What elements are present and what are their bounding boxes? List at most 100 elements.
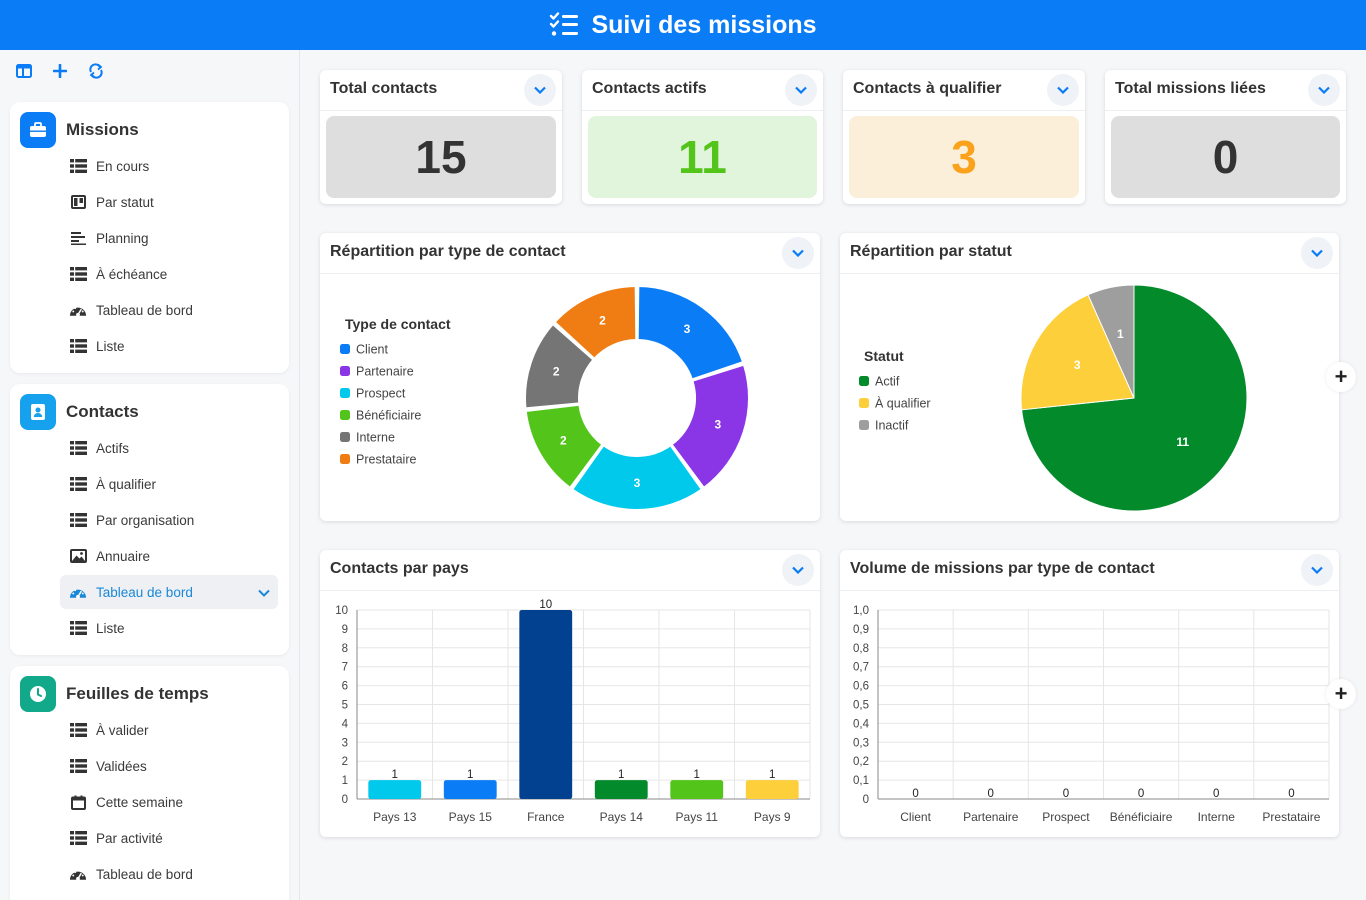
y-tick-label: 2 <box>342 756 348 768</box>
chevron-down-icon <box>1311 566 1323 574</box>
bar-chart: 0 1 2 3 4 5 6 7 8 9 10 1 Pays 13 1 Pays 15 10 France 1 Pay… <box>335 599 811 824</box>
app-title: Suivi des missions <box>591 10 817 39</box>
sidebar-item-label: Liste <box>96 338 125 354</box>
sidebar-item-label: Tableau de bord <box>96 584 193 600</box>
calendar-icon <box>69 795 87 810</box>
kpi-title: Total contacts <box>330 80 438 97</box>
sidebar-item-annuaire[interactable]: Annuaire <box>60 539 278 573</box>
sidebar-item-validees[interactable]: Validées <box>60 749 278 783</box>
widget-menu-button[interactable] <box>782 554 814 586</box>
widget-menu-button[interactable] <box>782 237 814 269</box>
list-icon <box>69 339 87 353</box>
widget-repartition-statut: Répartition par statut 11 3 1 Statut Actif À … <box>840 233 1339 521</box>
widget-repartition-type-contact: Répartition par type de contact 3 3 3 2 2 2 Ty… <box>320 233 820 521</box>
widget-menu-button[interactable] <box>1301 554 1333 586</box>
sidebar-item-actifs[interactable]: Actifs <box>60 431 278 465</box>
sidebar-item-liste[interactable]: Liste <box>60 329 278 363</box>
y-tick-label: 0,5 <box>853 700 869 712</box>
add-widget-button[interactable]: + <box>1326 679 1356 709</box>
sidebar-item-tableau-de-bord-active[interactable]: Tableau de bord <box>60 575 278 609</box>
sidebar-section-header[interactable]: Contacts <box>20 394 139 430</box>
sidebar-item-label: Actifs <box>96 440 130 456</box>
x-tick-label: Bénéficiaire <box>1110 810 1173 824</box>
y-tick-label: 0 <box>863 794 869 806</box>
sidebar-item-cette-semaine[interactable]: Cette semaine <box>60 785 278 819</box>
plus-icon[interactable] <box>46 60 74 82</box>
chevron-down-icon <box>792 249 804 257</box>
data-label: 1 <box>694 769 700 781</box>
divider <box>1105 110 1346 111</box>
layout-icon[interactable] <box>10 60 38 82</box>
sidebar-section-header[interactable]: Missions <box>20 112 139 148</box>
legend-label: À qualifier <box>875 396 931 411</box>
sidebar-item-a-valider[interactable]: À valider <box>60 713 278 747</box>
sidebar-item-par-statut[interactable]: Par statut <box>60 185 278 219</box>
y-tick-label: 0,8 <box>853 643 869 655</box>
x-tick-label: France <box>527 810 565 824</box>
data-label: 1 <box>618 769 624 781</box>
kpi-value: 3 <box>849 116 1079 198</box>
sidebar-item-a-echeance[interactable]: À échéance <box>60 257 278 291</box>
divider <box>320 590 820 591</box>
y-tick-label: 1 <box>342 775 348 787</box>
legend-label: Client <box>356 343 388 357</box>
widget-menu-button[interactable] <box>1047 74 1079 106</box>
sidebar-item-liste[interactable]: Liste <box>60 611 278 645</box>
chevron-down-icon[interactable] <box>258 585 270 600</box>
add-widget-button[interactable]: + <box>1326 362 1356 392</box>
sidebar-item-label: Cette semaine <box>96 794 184 810</box>
widget-menu-button[interactable] <box>785 74 817 106</box>
kpi-total-contacts: Total contacts 15 <box>320 70 562 204</box>
sidebar-item-label: À qualifier <box>96 476 157 492</box>
sidebar-item-par-organisation[interactable]: Par organisation <box>60 503 278 537</box>
bar <box>519 610 573 799</box>
sidebar-item-planning[interactable]: Planning <box>60 221 278 255</box>
legend-swatch <box>859 376 869 386</box>
y-tick-label: 7 <box>342 662 348 674</box>
sidebar-section-contacts: Contacts Actifs À qualifier Par organisa… <box>10 384 289 655</box>
y-tick-label: 9 <box>342 624 348 636</box>
kpi-contacts-a-qualifier: Contacts à qualifier 3 <box>843 70 1085 204</box>
pie-slice <box>670 363 750 489</box>
widget-menu-button[interactable] <box>524 74 556 106</box>
list-icon <box>69 621 87 635</box>
kpi-value: 11 <box>588 116 817 198</box>
pie-slice <box>1087 284 1135 399</box>
sync-icon[interactable] <box>82 60 110 82</box>
sidebar-item-label: Par statut <box>96 194 154 210</box>
bar <box>670 780 724 799</box>
sidebar-item-tableau-de-bord[interactable]: Tableau de bord <box>60 293 278 327</box>
data-label: 1 <box>467 769 473 781</box>
sidebar-item-label: En cours <box>96 158 150 174</box>
data-label: 1 <box>1117 327 1124 341</box>
x-tick-label: Partenaire <box>963 810 1019 824</box>
sidebar-item-en-cours[interactable]: En cours <box>60 149 278 183</box>
sidebar-item-a-qualifier[interactable]: À qualifier <box>60 467 278 501</box>
chevron-down-icon <box>1318 86 1330 94</box>
legend-label: Interne <box>356 431 395 445</box>
y-tick-label: 0,7 <box>853 662 869 674</box>
chevron-down-icon <box>1311 249 1323 257</box>
donut-chart: 3 3 3 2 2 2 Type de contact Client Partenaire Pro… <box>340 285 750 511</box>
sidebar-item-label: Annuaire <box>96 548 151 564</box>
sidebar-item-tableau-de-bord[interactable]: Tableau de bord <box>60 857 278 891</box>
legend-label: Prospect <box>356 387 406 401</box>
widget-menu-button[interactable] <box>1301 237 1333 269</box>
kanban-icon <box>69 195 87 209</box>
x-tick-label: Pays 11 <box>676 810 719 824</box>
gantt-icon <box>69 231 87 245</box>
list-icon <box>69 159 87 173</box>
widget-menu-button[interactable] <box>1308 74 1340 106</box>
sidebar-item-par-activite[interactable]: Par activité <box>60 821 278 855</box>
data-label: 3 <box>714 417 721 431</box>
bar <box>745 780 799 799</box>
plus-icon: + <box>1334 364 1348 389</box>
sidebar-section-header[interactable]: Feuilles de temps <box>20 676 209 712</box>
y-tick-label: 0,3 <box>853 737 869 749</box>
x-tick-label: Client <box>900 810 931 824</box>
x-tick-label: Interne <box>1198 810 1236 824</box>
gallery-icon <box>69 549 87 563</box>
list-icon <box>69 477 87 491</box>
pie-slice <box>571 444 703 511</box>
data-label: 0 <box>1063 788 1069 800</box>
